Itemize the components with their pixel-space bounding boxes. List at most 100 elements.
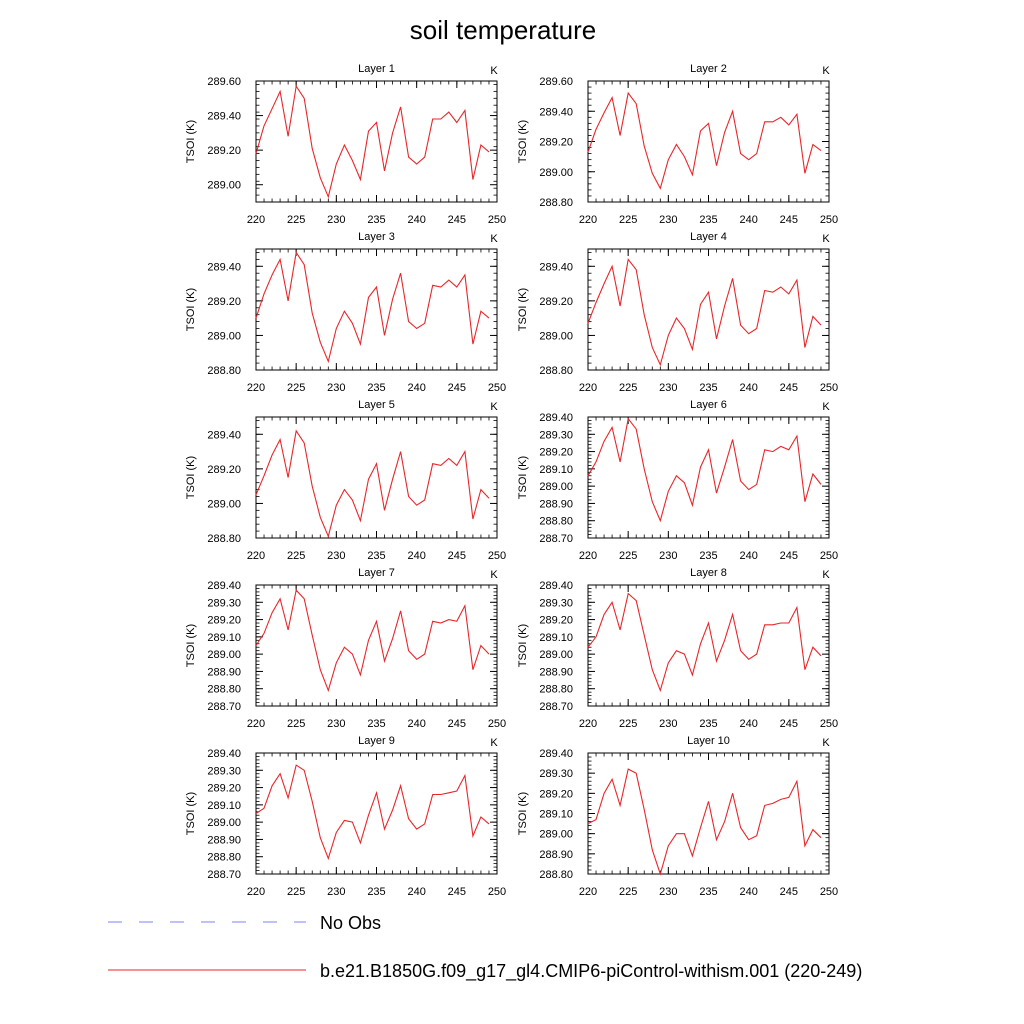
x-tick-label: 240 xyxy=(407,718,425,730)
plot-frame xyxy=(587,416,830,539)
y-axis-label: TSOI (K) xyxy=(517,624,529,667)
y-tick-label: 289.00 xyxy=(539,330,573,342)
y-tick-label: 289.40 xyxy=(539,106,573,118)
x-tick-label: 230 xyxy=(327,382,345,394)
series-line xyxy=(587,417,822,523)
x-tick-label: 235 xyxy=(699,718,717,730)
y-tick-label: 289.40 xyxy=(207,748,241,760)
y-tick-label: 289.20 xyxy=(539,296,573,308)
x-tick-label: 245 xyxy=(780,886,798,898)
series-line xyxy=(255,429,490,539)
y-tick-label: 289.40 xyxy=(207,429,241,441)
x-tick-label: 225 xyxy=(287,886,305,898)
legend-label-1: No Obs xyxy=(320,913,381,933)
x-tick-label: 235 xyxy=(367,382,385,394)
y-tick-label: 289.40 xyxy=(207,261,241,273)
x-tick-label: 230 xyxy=(659,550,677,562)
x-tick-label: 220 xyxy=(247,214,265,226)
y-tick-label: 288.80 xyxy=(539,516,573,528)
x-tick-label: 250 xyxy=(820,550,838,562)
y-tick-label: 289.60 xyxy=(539,76,573,88)
plot-frame xyxy=(587,752,830,875)
plot-frame xyxy=(255,416,498,539)
x-tick-label: 245 xyxy=(780,718,798,730)
panel-unit: K xyxy=(490,233,498,245)
x-tick-label: 225 xyxy=(619,214,637,226)
x-tick-label: 250 xyxy=(820,718,838,730)
y-tick-label: 288.90 xyxy=(207,834,241,846)
x-tick-label: 245 xyxy=(780,550,798,562)
x-tick-label: 235 xyxy=(367,886,385,898)
x-tick-label: 225 xyxy=(287,718,305,730)
x-tick-label: 245 xyxy=(448,718,466,730)
y-tick-label: 289.00 xyxy=(207,180,241,192)
panel-layer-4: Layer 4 K TSOI (K) 288.80 289.00 289.20 289.40… xyxy=(517,231,838,394)
x-tick-label: 245 xyxy=(448,550,466,562)
panels-grid: Layer 1 K TSOI (K) 289.00 289.20 289.40 289.60… xyxy=(185,63,838,898)
x-tick-label: 230 xyxy=(659,214,677,226)
y-tick-label: 289.10 xyxy=(207,632,241,644)
panel-unit: K xyxy=(490,737,498,749)
x-tick-label: 250 xyxy=(488,382,506,394)
panel-unit: K xyxy=(822,233,830,245)
x-tick-label: 250 xyxy=(488,718,506,730)
y-tick-label: 289.30 xyxy=(207,597,241,609)
y-tick-label: 289.40 xyxy=(207,580,241,592)
series-line xyxy=(587,91,822,190)
series-line xyxy=(587,258,822,367)
y-tick-label: 288.80 xyxy=(207,852,241,864)
x-tick-label: 245 xyxy=(448,886,466,898)
series-line xyxy=(587,768,822,876)
panel-unit: K xyxy=(490,401,498,413)
y-tick-label: 289.00 xyxy=(539,481,573,493)
x-tick-label: 220 xyxy=(247,886,265,898)
x-tick-label: 220 xyxy=(579,718,597,730)
x-tick-label: 225 xyxy=(619,886,637,898)
y-tick-label: 289.20 xyxy=(539,788,573,800)
panel-title: Layer 10 xyxy=(687,735,730,747)
y-tick-label: 289.00 xyxy=(207,330,241,342)
x-tick-label: 235 xyxy=(699,214,717,226)
plot-frame xyxy=(255,248,498,371)
panel-unit: K xyxy=(822,65,830,77)
x-tick-label: 225 xyxy=(619,382,637,394)
x-tick-label: 220 xyxy=(579,550,597,562)
plot-frame xyxy=(587,80,830,203)
y-tick-label: 289.20 xyxy=(539,447,573,459)
panel-layer-9: Layer 9 K TSOI (K) 288.70 288.80 288.90 289.00… xyxy=(185,735,506,898)
x-tick-label: 220 xyxy=(247,718,265,730)
legend: No Obs b.e21.B1850G.f09_g17_gl4.CMIP6-piC… xyxy=(108,913,862,982)
panel-title: Layer 1 xyxy=(358,63,395,75)
panel-layer-10: Layer 10 K TSOI (K) 288.80 288.90 289.00 289.1… xyxy=(517,735,838,898)
y-tick-label: 289.40 xyxy=(539,580,573,592)
y-tick-label: 289.30 xyxy=(539,768,573,780)
y-tick-label: 289.10 xyxy=(207,800,241,812)
y-tick-label: 289.10 xyxy=(539,632,573,644)
series-line xyxy=(255,251,490,364)
legend-label-2: b.e21.B1850G.f09_g17_gl4.CMIP6-piControl… xyxy=(320,961,862,982)
y-axis-label: TSOI (K) xyxy=(185,792,197,835)
x-tick-label: 225 xyxy=(287,550,305,562)
panel-layer-6: Layer 6 K TSOI (K) 288.70 288.80 288.90 289.00… xyxy=(517,399,838,562)
x-tick-label: 235 xyxy=(367,214,385,226)
y-tick-label: 289.30 xyxy=(207,765,241,777)
x-tick-label: 220 xyxy=(579,214,597,226)
x-tick-label: 220 xyxy=(579,886,597,898)
panel-title: Layer 2 xyxy=(690,63,727,75)
y-axis-label: TSOI (K) xyxy=(517,792,529,835)
x-tick-label: 235 xyxy=(367,550,385,562)
x-tick-label: 230 xyxy=(327,550,345,562)
x-tick-label: 230 xyxy=(659,382,677,394)
x-tick-label: 225 xyxy=(619,550,637,562)
panel-unit: K xyxy=(822,569,830,581)
x-tick-label: 230 xyxy=(327,886,345,898)
panel-unit: K xyxy=(490,569,498,581)
y-tick-label: 288.90 xyxy=(207,666,241,678)
y-tick-label: 288.80 xyxy=(539,684,573,696)
plot-frame xyxy=(255,584,498,707)
y-tick-label: 288.90 xyxy=(539,849,573,861)
x-tick-label: 240 xyxy=(407,886,425,898)
y-tick-label: 289.00 xyxy=(539,649,573,661)
x-tick-label: 235 xyxy=(699,550,717,562)
y-tick-label: 288.80 xyxy=(207,533,241,545)
